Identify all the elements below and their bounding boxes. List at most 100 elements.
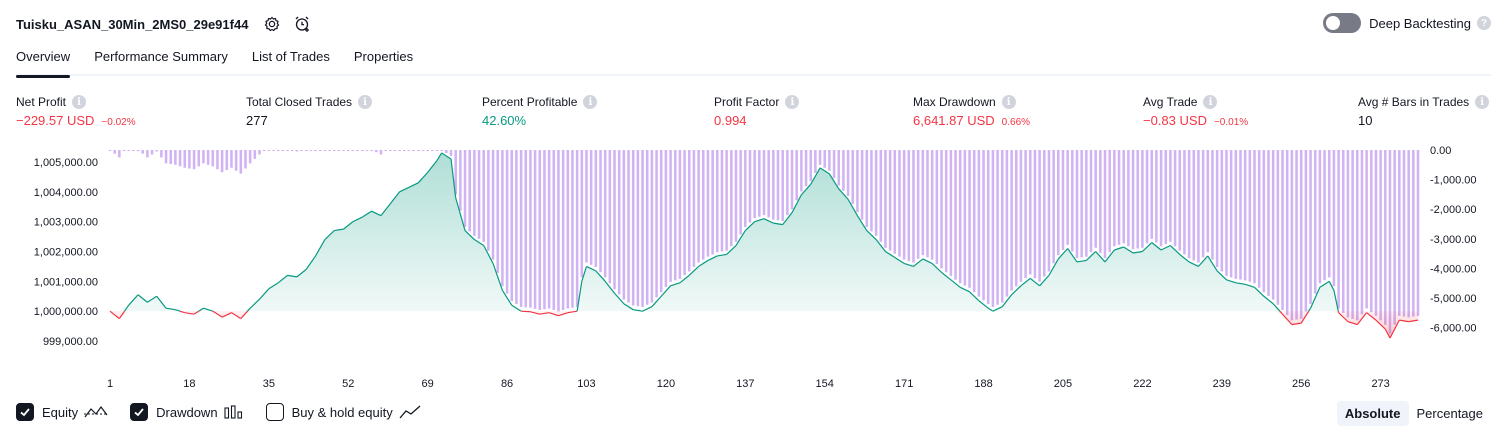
drawdown-bar [734, 150, 738, 242]
equity-segment [1226, 279, 1236, 284]
equity-segment [903, 262, 914, 267]
drawdown-bar [398, 150, 401, 151]
drawdown-bar [1052, 150, 1055, 264]
info-icon[interactable]: i [1203, 95, 1218, 109]
absolute-button[interactable]: Absolute [1336, 401, 1409, 426]
tab-properties[interactable]: Properties [353, 49, 414, 64]
drawdown-bar [631, 150, 635, 306]
equity-segment [231, 312, 242, 320]
buy-hold-checkbox[interactable] [265, 403, 284, 421]
equity-segment [1132, 250, 1143, 254]
drawdown-bar [440, 150, 443, 151]
metric-max-drawdown: Max Drawdown i 6,641.87 USD 0.66% [913, 94, 1030, 130]
buy-hold-label: Buy & hold equity [291, 404, 393, 420]
equity-segment [1263, 295, 1274, 305]
settings-icon[interactable] [262, 14, 282, 34]
drawdown-bar [585, 150, 588, 263]
equity-segment [1384, 328, 1391, 339]
legend-buy-hold[interactable]: Buy & hold equity [265, 403, 421, 421]
equity-segment [875, 239, 886, 252]
drawdown-bar [1402, 150, 1406, 317]
drawdown-bar [211, 150, 215, 167]
equity-segment [1389, 319, 1400, 339]
info-icon[interactable]: i [1475, 95, 1490, 109]
equity-segment [670, 282, 681, 287]
drawdown-bar [1192, 150, 1196, 261]
drawdown-bar [893, 150, 897, 254]
metric-label: Max Drawdown [913, 95, 996, 109]
info-icon[interactable]: i [1001, 95, 1016, 109]
drawdown-bar [874, 150, 878, 236]
drawdown-bar [1197, 150, 1200, 263]
equity-segment [1067, 248, 1078, 263]
equity-segment [1020, 277, 1031, 287]
drawdown-bar [800, 150, 803, 192]
equity-segment [1048, 258, 1059, 276]
drawdown-bar [496, 150, 500, 273]
drawdown-bar [645, 150, 649, 305]
drawdown-bar [1005, 150, 1009, 297]
drawdown-bar [1234, 150, 1238, 279]
drawdown-bar [365, 150, 369, 151]
drawdown-bar [762, 150, 766, 216]
info-icon[interactable]: i [785, 95, 800, 109]
equity-line-icon [84, 405, 109, 419]
drawdown-bar [1257, 150, 1261, 288]
equity-checkbox[interactable] [16, 403, 34, 421]
equity-segment [581, 266, 588, 282]
drawdown-bar [127, 150, 130, 151]
legend-equity[interactable]: Equity [16, 403, 109, 421]
drawdown-bar [328, 150, 331, 151]
drawdown-bar [622, 150, 626, 300]
drawdown-bar [1355, 150, 1359, 321]
strategy-name: Tuisku_ASAN_30Min_2MS0_29e91f44 [16, 16, 249, 32]
equity-drawdown-chart: 1,005,000.00 1,004,000.00 1,003,000.00 1,00… [34, 145, 1477, 390]
drawdown-bar [1155, 150, 1158, 243]
tab-list-of-trades[interactable]: List of Trades [251, 49, 330, 64]
drawdown-bar [613, 150, 616, 290]
drawdown-bar [795, 150, 798, 201]
drawdown-bar [571, 150, 574, 308]
equity-segment [679, 274, 690, 284]
equity-segment [894, 256, 905, 264]
deep-backtesting-toggle[interactable] [1323, 13, 1362, 33]
drawdown-bar [239, 150, 243, 174]
equity-segment [941, 271, 952, 281]
help-icon[interactable]: ? [1477, 16, 1491, 30]
equity-segment [408, 182, 419, 188]
equity-segment [203, 307, 213, 312]
equity-segment [763, 218, 774, 224]
drawdown-checkbox[interactable] [130, 403, 149, 421]
drawdown-bar [346, 150, 350, 151]
drawdown-bar [1187, 150, 1191, 259]
equity-segment [492, 263, 503, 291]
metric-sub-value: −0.02% [101, 117, 136, 128]
drawdown-bar [557, 150, 560, 312]
equity-segment [642, 306, 653, 312]
tab-overview[interactable]: Overview [16, 46, 71, 78]
drawdown-bar [1089, 150, 1093, 253]
equity-segment [847, 198, 858, 216]
drawdown-bar [1281, 150, 1284, 310]
info-icon[interactable]: i [358, 95, 373, 109]
info-icon[interactable]: i [72, 95, 87, 109]
equity-segment [828, 173, 840, 190]
info-icon[interactable]: i [583, 95, 598, 109]
legend-drawdown[interactable]: Drawdown [130, 403, 243, 421]
drawdown-bar [1248, 150, 1252, 282]
tab-performance-summary[interactable]: Performance Summary [94, 49, 228, 64]
equity-segment [1179, 254, 1190, 263]
drawdown-bar [940, 150, 943, 269]
percentage-button[interactable]: Percentage [1416, 406, 1484, 421]
drawdown-bar [407, 150, 411, 151]
equity-segment [1216, 270, 1227, 281]
drawdown-bar [781, 150, 784, 222]
equity-segment [633, 309, 643, 312]
drawdown-bar [958, 150, 962, 284]
x-axis-tick-label: 1 [107, 378, 113, 390]
drawdown-bar [1103, 150, 1107, 259]
drawdown-bar [351, 150, 355, 151]
equity-segment [334, 228, 344, 232]
add-alert-icon[interactable] [292, 14, 312, 34]
drawdown-bar [655, 150, 658, 298]
